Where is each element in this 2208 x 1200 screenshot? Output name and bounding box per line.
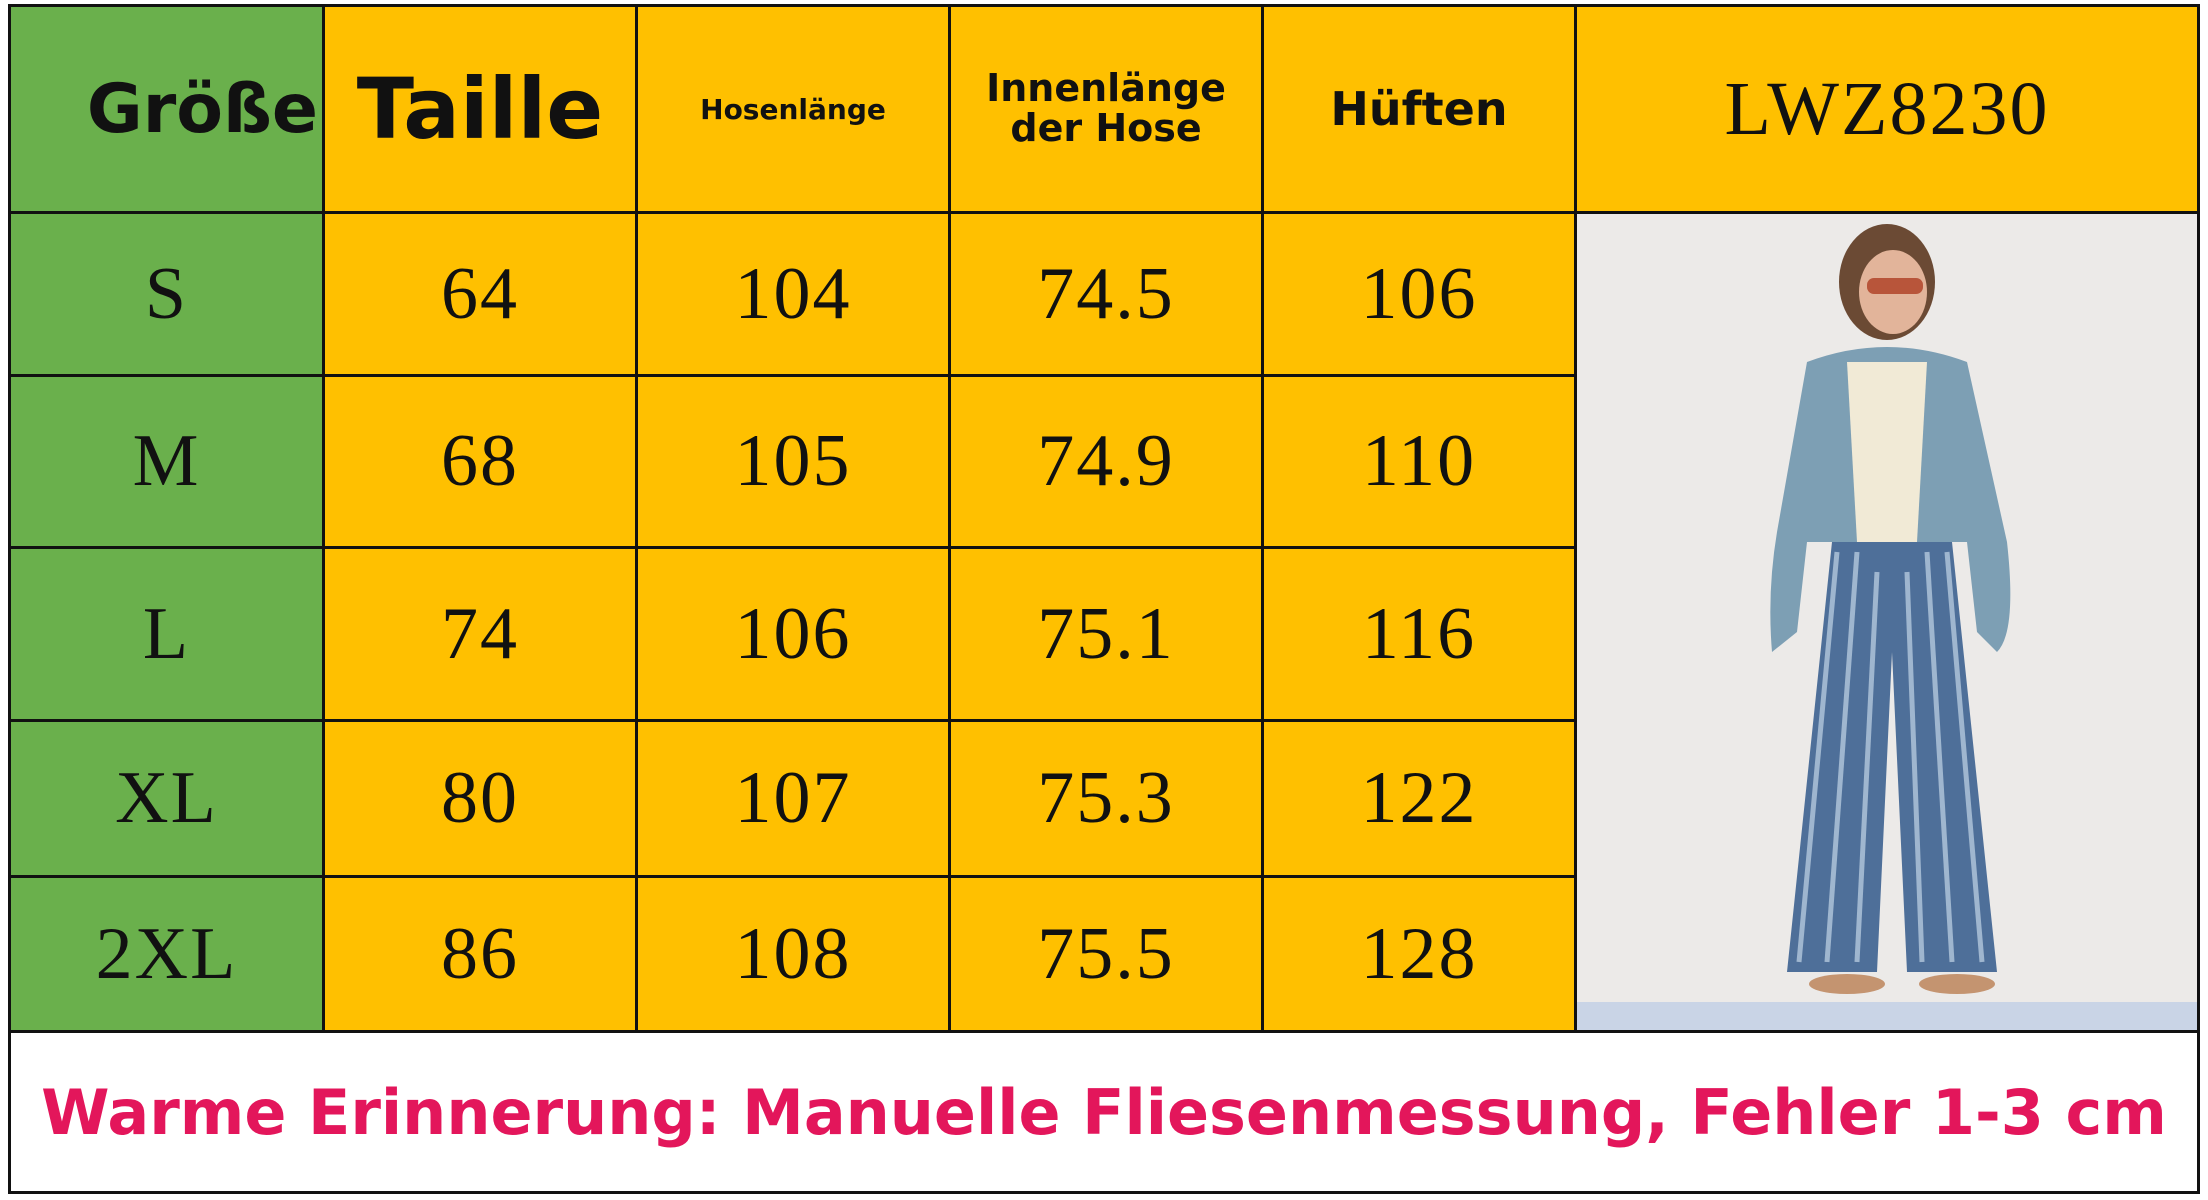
measurement: 106 (1264, 214, 1574, 374)
size-label: 2XL (11, 878, 322, 1030)
note: Warme Erinnerung: Manuelle Fliesenmessun… (11, 1033, 2197, 1191)
model-illustration (1577, 224, 2197, 1030)
measurement: 106 (638, 549, 948, 719)
measurement: 75.1 (951, 549, 1261, 719)
measurement: 128 (1264, 878, 1574, 1030)
size-label: S (11, 214, 322, 374)
measurement: 75.5 (951, 878, 1261, 1030)
column-header: Taille (325, 7, 635, 211)
measurement: 74.9 (951, 377, 1261, 546)
measurement: 75.3 (951, 722, 1261, 875)
measurement: 108 (638, 878, 948, 1030)
column-header: Hüften (1264, 7, 1574, 211)
measurement: 86 (325, 878, 635, 1030)
size-table: Größe Taille Hosenlänge Innenlänge der Hose… (8, 4, 2200, 1194)
measurement: 116 (1264, 549, 1574, 719)
product-photo (1577, 214, 2197, 1030)
measurement: 74 (325, 549, 635, 719)
model-code: LWZ8230 (1577, 7, 2197, 211)
measurement: 68 (325, 377, 635, 546)
measurement: 105 (638, 377, 948, 546)
measurement: 122 (1264, 722, 1574, 875)
measurement: 80 (325, 722, 635, 875)
measurement: 104 (638, 214, 948, 374)
measurement: 110 (1264, 377, 1574, 546)
size-label: M (11, 377, 322, 546)
size-header: Größe (11, 7, 322, 211)
column-header: Hosenlänge (638, 7, 948, 211)
size-label: L (11, 549, 322, 719)
column-header: Innenlänge der Hose (951, 7, 1261, 211)
measurement: 64 (325, 214, 635, 374)
measurement: 107 (638, 722, 948, 875)
measurement: 74.5 (951, 214, 1261, 374)
size-label: XL (11, 722, 322, 875)
